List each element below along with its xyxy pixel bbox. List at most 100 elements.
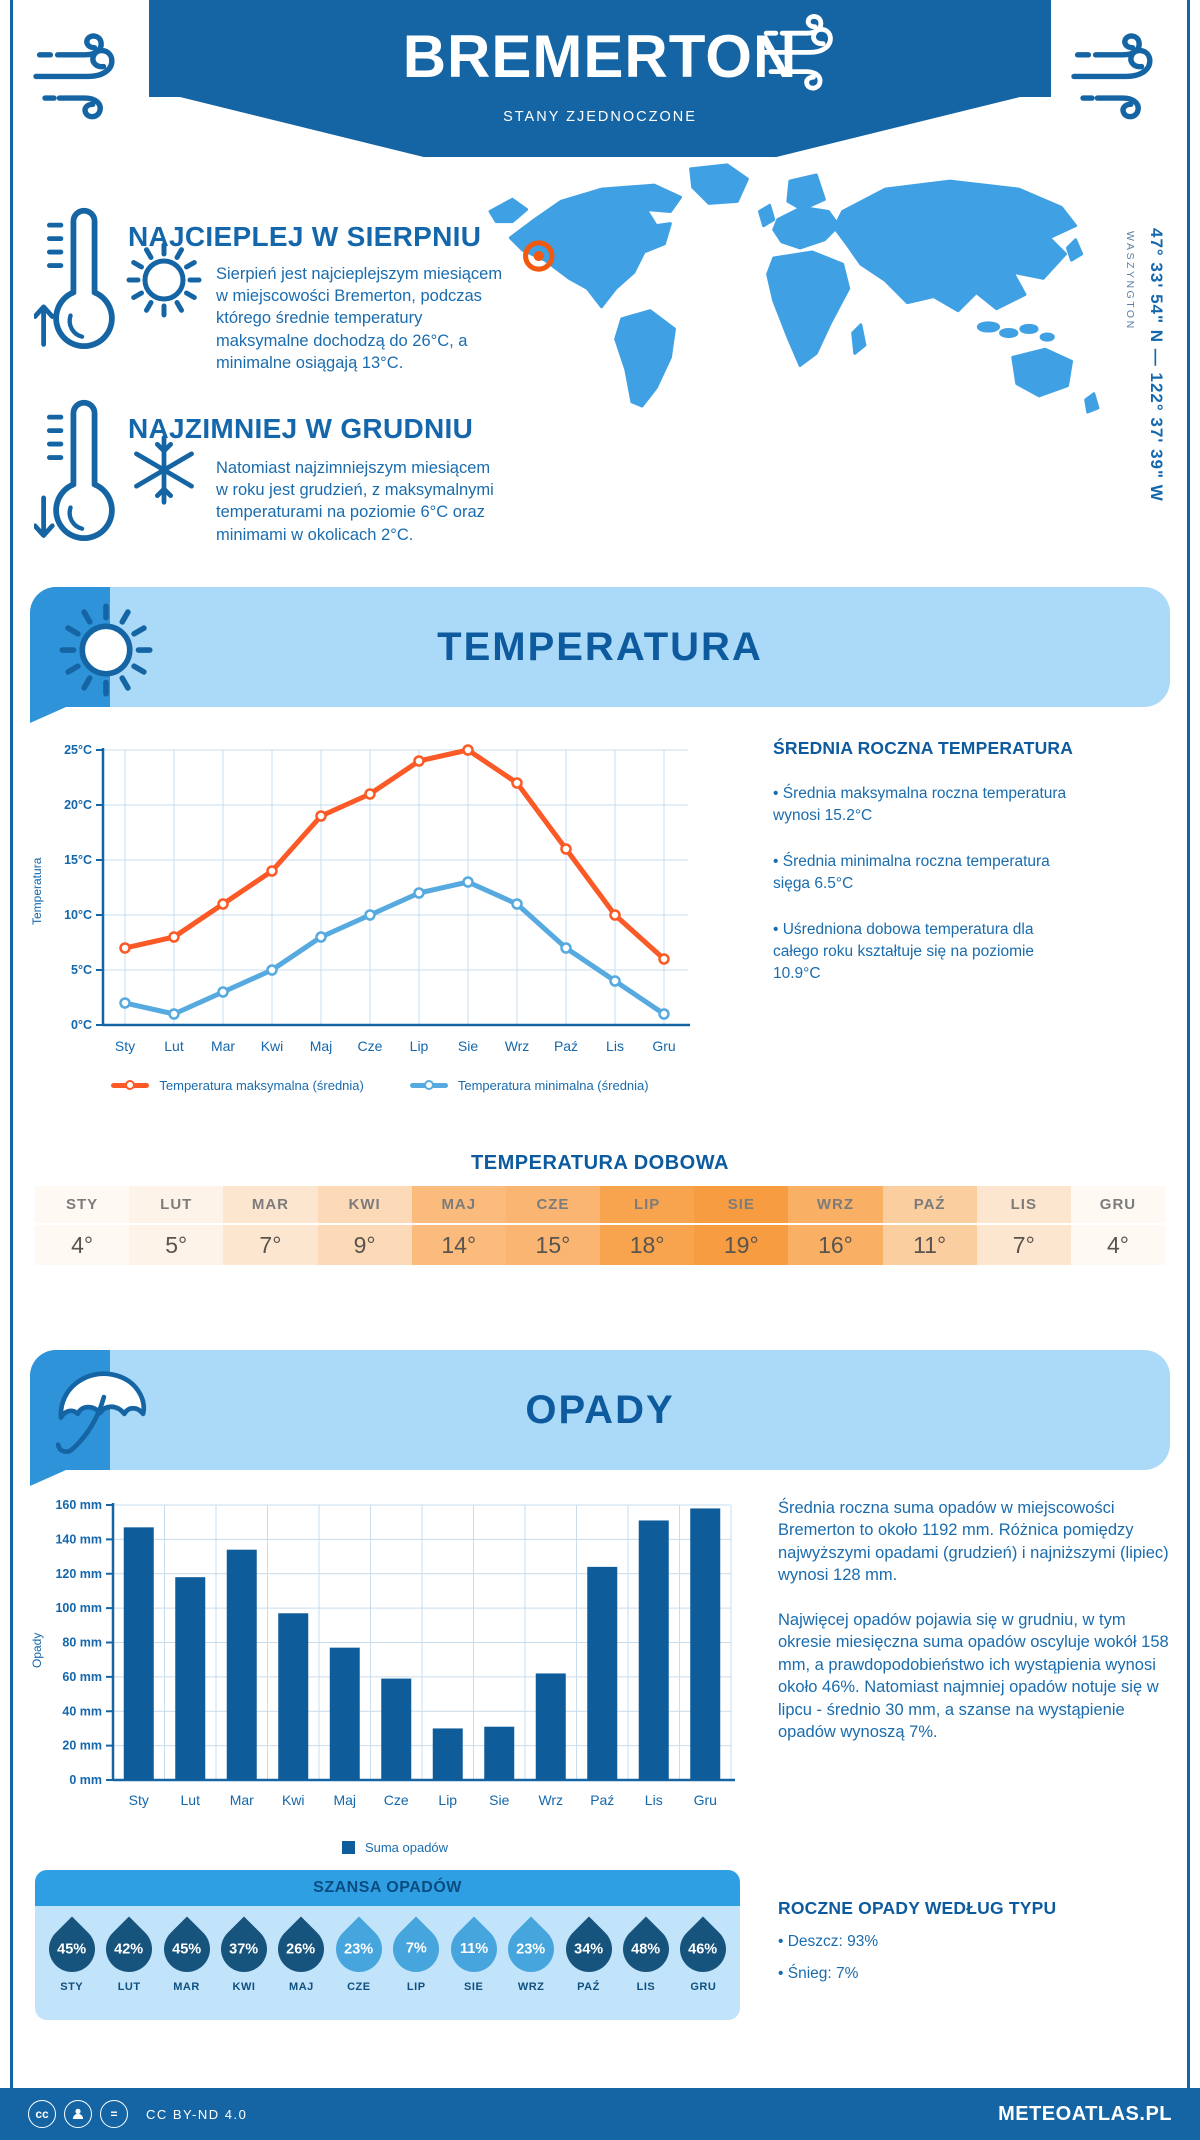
daily-temp-month: MAJ — [411, 1186, 506, 1225]
chance-slot: 11% SIE — [441, 1914, 507, 1993]
svg-text:Sie: Sie — [458, 1038, 478, 1054]
chance-month: LUT — [117, 1981, 141, 1993]
legend-label: Suma opadów — [364, 1840, 449, 1855]
svg-text:Maj: Maj — [310, 1038, 333, 1054]
daily-temp-column: WRZ 16° — [788, 1186, 883, 1265]
daily-temp-value: 5° — [165, 1232, 188, 1258]
svg-text:Lip: Lip — [410, 1038, 429, 1054]
temperature-chart-ylabel: Temperatura — [30, 857, 44, 925]
svg-text:15°C: 15°C — [64, 853, 92, 867]
precipitation-bar-chart: 0 mm 20 mm 40 mm 60 mm 80 mm 100 mm 120 mm 140 … — [40, 1492, 750, 1829]
legend-item: Temperatura minimalna (średnia) — [409, 1078, 649, 1093]
precipitation-text: Średnia roczna suma opadów w miejscowośc… — [778, 1497, 1170, 1765]
legend-item: Suma opadów — [341, 1840, 449, 1855]
daily-temp-month: PAŹ — [882, 1186, 977, 1225]
daily-temp-value: 16° — [818, 1232, 853, 1258]
wind-icon — [33, 33, 115, 120]
daily-temp-column: CZE 15° — [505, 1186, 601, 1265]
svg-text:Paź: Paź — [590, 1792, 614, 1808]
precipitation-type-item: • Śnieg: 7% — [778, 1965, 859, 1982]
banner-fold — [30, 707, 66, 723]
raindrop-icon: 11% — [441, 1916, 507, 1982]
svg-text:Lip: Lip — [438, 1792, 457, 1808]
legend-label: Temperatura maksymalna (średnia) — [159, 1078, 364, 1093]
chance-slot: 45% STY — [39, 1914, 105, 1993]
raindrop-icon: 46% — [670, 1916, 736, 1982]
snowflake-icon — [134, 435, 194, 505]
header-subtitle-ribbon: STANY ZJEDNOCZONE — [180, 97, 1020, 157]
svg-text:Mar: Mar — [211, 1038, 235, 1054]
daily-temp-month: LIS — [976, 1186, 1071, 1225]
raindrop-icon: 45% — [154, 1916, 220, 1982]
license-group[interactable]: cc = CC BY-ND 4.0 — [28, 2100, 247, 2128]
legend-swatch — [341, 1841, 355, 1854]
svg-text:Sty: Sty — [115, 1038, 135, 1054]
chance-slot: 7% LIP — [383, 1914, 449, 1993]
chance-month: KWI — [232, 1981, 256, 1993]
world-map — [482, 158, 1110, 433]
daily-temperature-table: STY 4° LUT 5° MAR 7° KWI 9° MAJ 14° CZE 15° LIP 18° SI… — [35, 1186, 1166, 1265]
chance-value: 11% — [459, 1941, 488, 1958]
chance-month: WRZ — [517, 1981, 545, 1993]
chance-slot: 45% MAR — [154, 1914, 220, 1993]
svg-text:140 mm: 140 mm — [55, 1532, 102, 1546]
bar-chart-svg: 0 mm 20 mm 40 mm 60 mm 80 mm 100 mm 120 mm 140 … — [55, 1498, 735, 1808]
warmest-month-text: Sierpień jest najcieplejszym miesiącem w… — [216, 264, 503, 373]
svg-text:160 mm: 160 mm — [55, 1498, 102, 1512]
svg-text:0 mm: 0 mm — [69, 1773, 102, 1787]
daily-temp-value: 4° — [1106, 1232, 1129, 1258]
raindrop-icon: 23% — [326, 1916, 392, 1982]
precipitation-chance-panel: SZANSA OPADÓW 45% STY 42% LUT 45% MAR 37% KWI 26… — [35, 1870, 740, 2020]
chance-value: 7% — [405, 1941, 427, 1957]
chance-value: 48% — [631, 1941, 661, 1957]
svg-text:20 mm: 20 mm — [62, 1739, 102, 1753]
svg-text:Gru: Gru — [652, 1038, 675, 1054]
chance-month: MAJ — [289, 1981, 314, 1993]
chance-slot: 37% KWI — [211, 1914, 277, 1993]
precipitation-section-title: OPADY — [525, 1387, 675, 1432]
header-corner-right — [1051, 0, 1187, 152]
raindrop-icon: 48% — [613, 1916, 679, 1982]
stats-title: ŚREDNIA ROCZNA TEMPERATURA — [773, 738, 1074, 758]
daily-temp-value: 7° — [1012, 1232, 1035, 1258]
svg-text:Lut: Lut — [181, 1792, 201, 1808]
raindrop-icon: 7% — [383, 1916, 449, 1982]
chance-slot: 23% WRZ — [498, 1914, 564, 1993]
chance-month: SIE — [464, 1981, 484, 1993]
precipitation-chance-title: SZANSA OPADÓW — [35, 1870, 740, 1906]
thermometer-down-icon — [34, 399, 115, 541]
chance-value: 45% — [172, 1941, 202, 1957]
daily-temperature-title: TEMPERATURA DOBOWA — [471, 1152, 729, 1174]
region-label: WASZYNGTON — [1124, 231, 1136, 331]
left-border-line — [10, 0, 13, 2140]
daily-temp-column: GRU 4° — [1070, 1186, 1166, 1265]
coordinates-label: 47° 33' 54" N — 122° 37' 39" W — [1147, 228, 1166, 502]
chance-month: GRU — [690, 1981, 717, 1993]
chance-slot: 34% PAŹ — [555, 1914, 622, 1993]
daily-temp-value: 4° — [71, 1232, 94, 1258]
chance-value: 46% — [688, 1941, 718, 1957]
brand-link[interactable]: METEOATLAS.PL — [998, 2102, 1172, 2125]
precipitation-section-banner: OPADY — [30, 1350, 1170, 1470]
coldest-month-title: NAJZIMNIEJ W GRUDNIU — [128, 413, 474, 445]
chance-month: STY — [60, 1981, 84, 1993]
daily-temp-value: 9° — [353, 1232, 376, 1258]
chance-value: 45% — [57, 1941, 87, 1957]
daily-temp-month: STY — [35, 1186, 130, 1225]
svg-text:Paź: Paź — [554, 1038, 578, 1054]
daily-temp-column: SIE 19° — [694, 1186, 789, 1265]
stat-item: • Średnia maksymalna roczna temperatura … — [773, 785, 1067, 824]
precipitation-types: ROCZNE OPADY WEDŁUG TYPU • Deszcz: 93% •… — [778, 1898, 1170, 1983]
daily-temp-value: 11° — [913, 1232, 947, 1258]
daily-temp-month: WRZ — [788, 1186, 883, 1225]
daily-temp-value: 15° — [535, 1232, 571, 1258]
daily-temp-column: LUT 5° — [129, 1186, 224, 1265]
svg-text:5°C: 5°C — [71, 963, 92, 977]
temperature-section-banner: TEMPERATURA — [30, 587, 1170, 707]
raindrop-icon: 34% — [555, 1916, 622, 1982]
chance-month: PAŹ — [577, 1981, 600, 1993]
svg-text:25°C: 25°C — [64, 743, 92, 757]
daily-temp-value: 18° — [629, 1232, 665, 1258]
daily-temp-month: LIP — [600, 1186, 695, 1225]
annual-temperature-stats: ŚREDNIA ROCZNA TEMPERATURA • Średnia mak… — [773, 738, 1075, 985]
